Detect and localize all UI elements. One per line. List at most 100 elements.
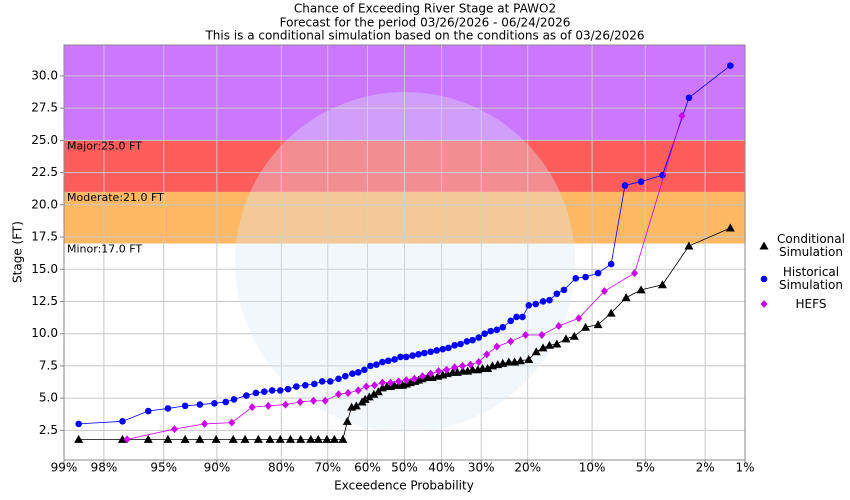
point	[296, 398, 304, 407]
flood-stage-label: Moderate:21.0 FT	[67, 191, 164, 204]
point	[395, 377, 403, 386]
point	[117, 434, 127, 443]
point	[475, 334, 483, 341]
point	[74, 434, 84, 443]
y-tick-label: 10.0	[31, 326, 58, 340]
point	[371, 381, 379, 390]
point	[659, 171, 666, 179]
point	[483, 363, 493, 372]
point	[211, 399, 218, 407]
point	[349, 370, 356, 377]
x-tick-label: 99%	[51, 461, 78, 475]
point	[228, 434, 238, 443]
point	[123, 435, 131, 444]
point	[260, 388, 268, 395]
y-tick-label: 2.5	[39, 423, 58, 437]
point	[369, 389, 379, 398]
point	[600, 287, 608, 296]
point	[439, 345, 447, 353]
point	[360, 394, 370, 403]
point	[364, 392, 374, 401]
point	[685, 94, 693, 102]
point	[163, 434, 173, 443]
point	[309, 396, 317, 405]
x-tick-label: 1%	[735, 461, 754, 475]
point	[443, 365, 451, 374]
x-tick-label: 40%	[428, 461, 455, 475]
point	[684, 241, 694, 250]
y-tick-label: 30.0	[31, 68, 58, 82]
flood-stage-label: Major:25.0 FT	[67, 139, 142, 152]
x-tick-label: 90%	[204, 461, 231, 475]
point	[222, 398, 230, 406]
y-tick-label: 25.0	[31, 133, 58, 147]
point	[525, 302, 533, 309]
point	[487, 327, 494, 335]
point	[504, 357, 514, 366]
x-tick-label: 98%	[91, 461, 118, 475]
y-tick-label: 12.5	[31, 294, 58, 308]
point	[240, 434, 250, 443]
point	[621, 293, 631, 302]
point	[483, 350, 491, 359]
point	[433, 347, 440, 354]
point	[367, 362, 374, 370]
legend-label: HEFS	[795, 296, 827, 311]
point	[725, 223, 735, 232]
chart-title: Chance of Exceeding River Stage at PAWO2	[294, 2, 556, 16]
x-tick-label: 95%	[150, 461, 177, 475]
x-tick-label: 10%	[579, 461, 606, 475]
point	[532, 300, 540, 308]
point	[373, 361, 380, 368]
point	[321, 396, 329, 405]
y-tick-label: 20.0	[31, 197, 58, 211]
point	[265, 434, 275, 443]
point	[427, 348, 434, 356]
point	[318, 378, 326, 385]
point	[344, 388, 352, 397]
y-tick-label: 7.5	[39, 358, 58, 372]
point	[228, 418, 236, 427]
point	[338, 434, 348, 443]
point	[342, 372, 349, 380]
point	[507, 337, 515, 346]
point	[403, 353, 410, 361]
point	[463, 338, 471, 345]
point	[180, 434, 190, 443]
point	[306, 434, 316, 443]
point	[276, 387, 284, 394]
point	[469, 336, 476, 344]
point	[678, 111, 686, 120]
point	[499, 323, 507, 331]
legend-label: Historical Simulation	[779, 265, 843, 292]
watermark	[235, 92, 575, 432]
point	[493, 326, 501, 334]
point	[560, 286, 568, 294]
point	[268, 387, 276, 394]
point	[421, 349, 428, 357]
point	[284, 385, 292, 393]
point	[351, 401, 361, 410]
x-tick-label: 2%	[696, 461, 715, 475]
point	[581, 322, 591, 331]
point	[296, 434, 306, 443]
point	[335, 375, 342, 383]
point	[513, 313, 520, 321]
point	[606, 308, 616, 317]
x-tick-label: 20%	[514, 461, 541, 475]
point	[524, 354, 534, 363]
chart-subtitle: Forecast for the period 03/26/2026 - 06/…	[280, 16, 571, 30]
point	[75, 420, 82, 428]
point	[311, 380, 318, 388]
legend-marker	[760, 275, 768, 283]
point	[519, 313, 526, 321]
point	[572, 274, 580, 282]
point	[354, 386, 362, 395]
point	[636, 285, 646, 294]
point	[402, 376, 410, 385]
y-tick-label: 22.5	[31, 165, 58, 179]
point	[493, 342, 501, 351]
point	[379, 358, 386, 366]
